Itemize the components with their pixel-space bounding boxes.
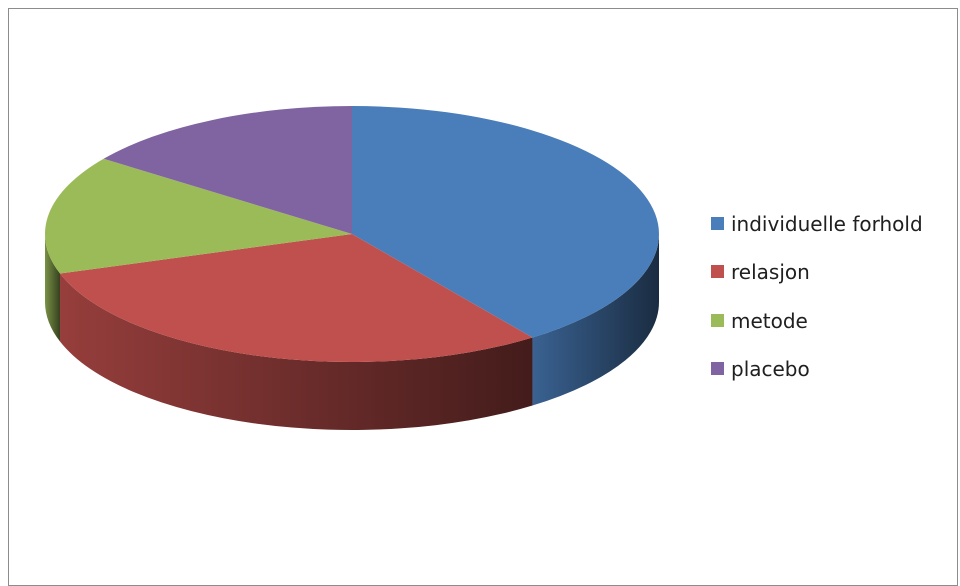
legend-label-individuelle-forhold: individuelle forhold <box>731 212 923 236</box>
legend-swatch-relasjon <box>711 265 724 278</box>
legend-label-relasjon: relasjon <box>731 260 810 284</box>
pie-slice-metode <box>44 158 352 274</box>
chart-legend: individuelle forhold relasjon metode pla… <box>711 212 923 381</box>
legend-label-placebo: placebo <box>731 357 810 381</box>
pie-wall-individuelle-forhold <box>532 234 659 406</box>
pie-wall-metode <box>45 234 61 342</box>
legend-swatch-individuelle-forhold <box>711 217 724 230</box>
legend-swatch-placebo <box>711 362 724 375</box>
legend-label-metode: metode <box>731 309 808 333</box>
pie-slice-individuelle-forhold <box>352 106 659 338</box>
pie-slice-placebo <box>103 106 353 234</box>
legend-swatch-metode <box>711 314 724 327</box>
pie-wall-relasjon <box>60 273 533 430</box>
pie-slices <box>44 106 659 430</box>
pie-slice-relasjon <box>60 234 533 362</box>
